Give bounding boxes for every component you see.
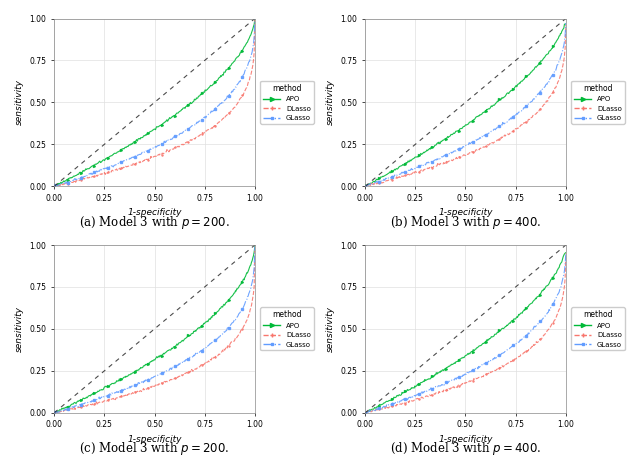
Legend: APO, DLasso, GLasso: APO, DLasso, GLasso [572,308,625,350]
X-axis label: 1-specificity: 1-specificity [127,208,182,218]
Text: (c) Model 3 with $p = 200$.: (c) Model 3 with $p = 200$. [79,440,230,457]
Y-axis label: sensitivity: sensitivity [15,306,24,352]
X-axis label: 1-specificity: 1-specificity [127,435,182,444]
Legend: APO, DLasso, GLasso: APO, DLasso, GLasso [260,308,314,350]
Y-axis label: sensitivity: sensitivity [326,306,335,352]
Text: (a) Model 3 with $p = 200$.: (a) Model 3 with $p = 200$. [79,214,230,231]
Text: (d) Model 3 with $p = 400$.: (d) Model 3 with $p = 400$. [390,440,541,457]
Y-axis label: sensitivity: sensitivity [15,79,24,125]
Legend: APO, DLasso, GLasso: APO, DLasso, GLasso [260,81,314,124]
Text: (b) Model 3 with $p = 400$.: (b) Model 3 with $p = 400$. [390,214,541,231]
Y-axis label: sensitivity: sensitivity [326,79,335,125]
X-axis label: 1-specificity: 1-specificity [438,435,493,444]
X-axis label: 1-specificity: 1-specificity [438,208,493,218]
Legend: APO, DLasso, GLasso: APO, DLasso, GLasso [572,81,625,124]
